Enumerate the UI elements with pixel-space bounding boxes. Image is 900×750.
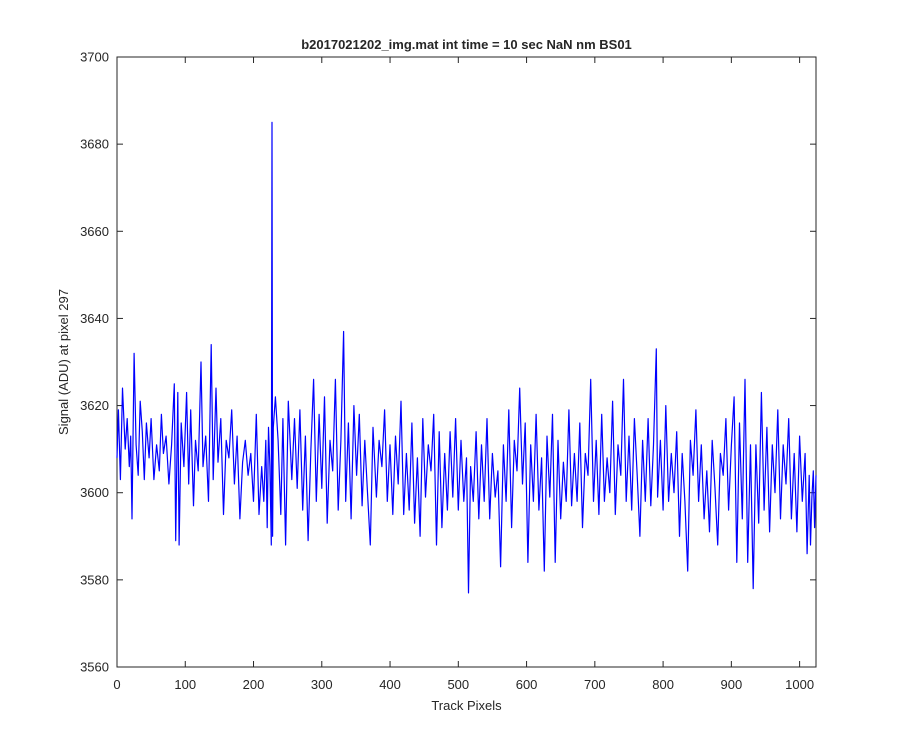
x-tick-label: 900 xyxy=(721,677,743,692)
x-tick-label: 600 xyxy=(516,677,538,692)
x-tick-label: 500 xyxy=(447,677,469,692)
x-tick-label: 800 xyxy=(652,677,674,692)
x-tick-label: 700 xyxy=(584,677,606,692)
x-tick-label: 200 xyxy=(243,677,265,692)
axis-ticks xyxy=(116,56,816,668)
y-tick-label: 3640 xyxy=(80,311,109,326)
series-line xyxy=(116,121,817,594)
chart-title: b2017021202_img.mat int time = 10 sec Na… xyxy=(301,37,632,52)
y-tick-label: 3600 xyxy=(80,485,109,500)
y-tick-label: 3620 xyxy=(80,398,109,413)
x-tick-label: 100 xyxy=(174,677,196,692)
x-tick-label: 0 xyxy=(113,677,120,692)
y-tick-label: 3700 xyxy=(80,50,109,65)
plot-area xyxy=(116,56,817,668)
y-tick-label: 3680 xyxy=(80,137,109,152)
x-axis-label: Track Pixels xyxy=(431,698,502,713)
y-tick-label: 3660 xyxy=(80,224,109,239)
x-tick-label: 300 xyxy=(311,677,333,692)
x-tick-label: 400 xyxy=(379,677,401,692)
y-tick-label: 3580 xyxy=(80,572,109,587)
y-axis-label: Signal (ADU) at pixel 297 xyxy=(56,289,71,435)
y-tick-label: 3560 xyxy=(80,660,109,675)
axis-tick-labels: 0 100 200 300 400 500 600 700 800 900 1000 3560 3580… xyxy=(80,50,814,693)
x-tick-label: 1000 xyxy=(785,677,814,692)
